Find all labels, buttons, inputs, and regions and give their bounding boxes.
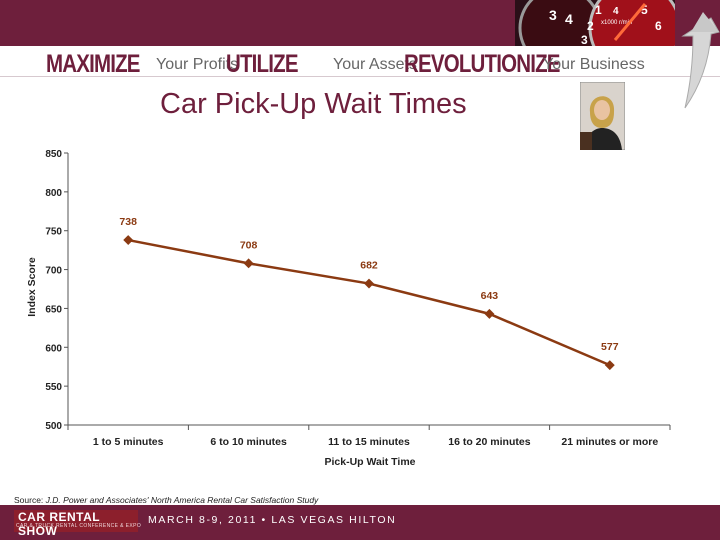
gauge-label: x1000 r/min [601,20,632,26]
tagline-business: Your Business [543,56,645,73]
data-label: 738 [119,216,137,228]
data-label: 577 [601,341,619,353]
tagline-assets: Your Assets [333,56,417,73]
source-note: Source: J.D. Power and Associates' North… [14,495,318,505]
svg-text:3: 3 [581,33,588,46]
svg-text:3: 3 [549,7,557,23]
data-label: 643 [481,290,499,302]
x-tick-label: 1 to 5 minutes [93,436,164,448]
data-label: 682 [360,260,378,272]
tagline-revolutionize: REVOLUTIONIZE [404,50,560,78]
y-tick-label: 500 [45,421,62,432]
svg-text:4: 4 [565,11,573,27]
tagline-bar [0,46,720,77]
y-tick-label: 550 [45,382,62,393]
svg-text:2: 2 [587,19,594,33]
slide-title: Car Pick-Up Wait Times [160,88,467,120]
data-point [484,308,495,319]
svg-text:1: 1 [595,3,602,17]
x-tick-label: 21 minutes or more [561,436,658,448]
y-tick-label: 600 [45,343,62,354]
source-text: J.D. Power and Associates' North America… [45,495,319,505]
data-label: 708 [240,239,258,251]
svg-text:6: 6 [655,19,662,33]
y-axis: 500 550 600 650 700 750 800 850 [45,149,69,432]
data-point [243,258,254,269]
svg-text:4: 4 [613,6,619,17]
event-details: MARCH 8-9, 2011 • LAS VEGAS HILTON [148,514,397,526]
tagline-utilize: UTILIZE [226,50,299,78]
y-tick-label: 700 [45,266,62,277]
tagline-profits: Your Profits [156,56,239,73]
curved-arrow-graphic [681,12,720,109]
y-tick-label: 650 [45,304,62,315]
svg-text:5: 5 [641,3,648,17]
x-axis: 1 to 5 minutes 6 to 10 minutes 11 to 15 mi… [67,424,671,448]
y-tick-label: 800 [45,188,62,199]
tachometer-graphic: 3 4 1 2 3 4 5 6 x1000 r/min [515,0,675,46]
y-tick-label: 850 [45,149,62,160]
x-tick-label: 16 to 20 minutes [448,436,530,448]
car-rental-show-subtitle: CAR & TRUCK RENTAL CONFERENCE & EXPO [16,523,142,529]
x-axis-label: Pick-Up Wait Time [324,456,415,468]
y-tick-label: 750 [45,227,62,238]
series-wait-times: 738 708 682 643 577 [119,216,619,371]
y-axis-label: Index Score [26,257,38,317]
car-rental-show-logo: CAR RENTAL SHOW [14,510,138,538]
tagline-maximize: MAXIMIZE [46,50,140,78]
x-tick-label: 6 to 10 minutes [210,436,287,448]
source-label: Source: [14,495,44,505]
person-photo [580,82,625,150]
line-chart: 500 550 600 650 700 750 800 850 1 to 5 minutes 6… [26,149,671,468]
data-point [123,235,134,245]
x-tick-label: 11 to 15 minutes [328,436,410,448]
data-point [604,360,615,371]
data-point [364,278,374,289]
